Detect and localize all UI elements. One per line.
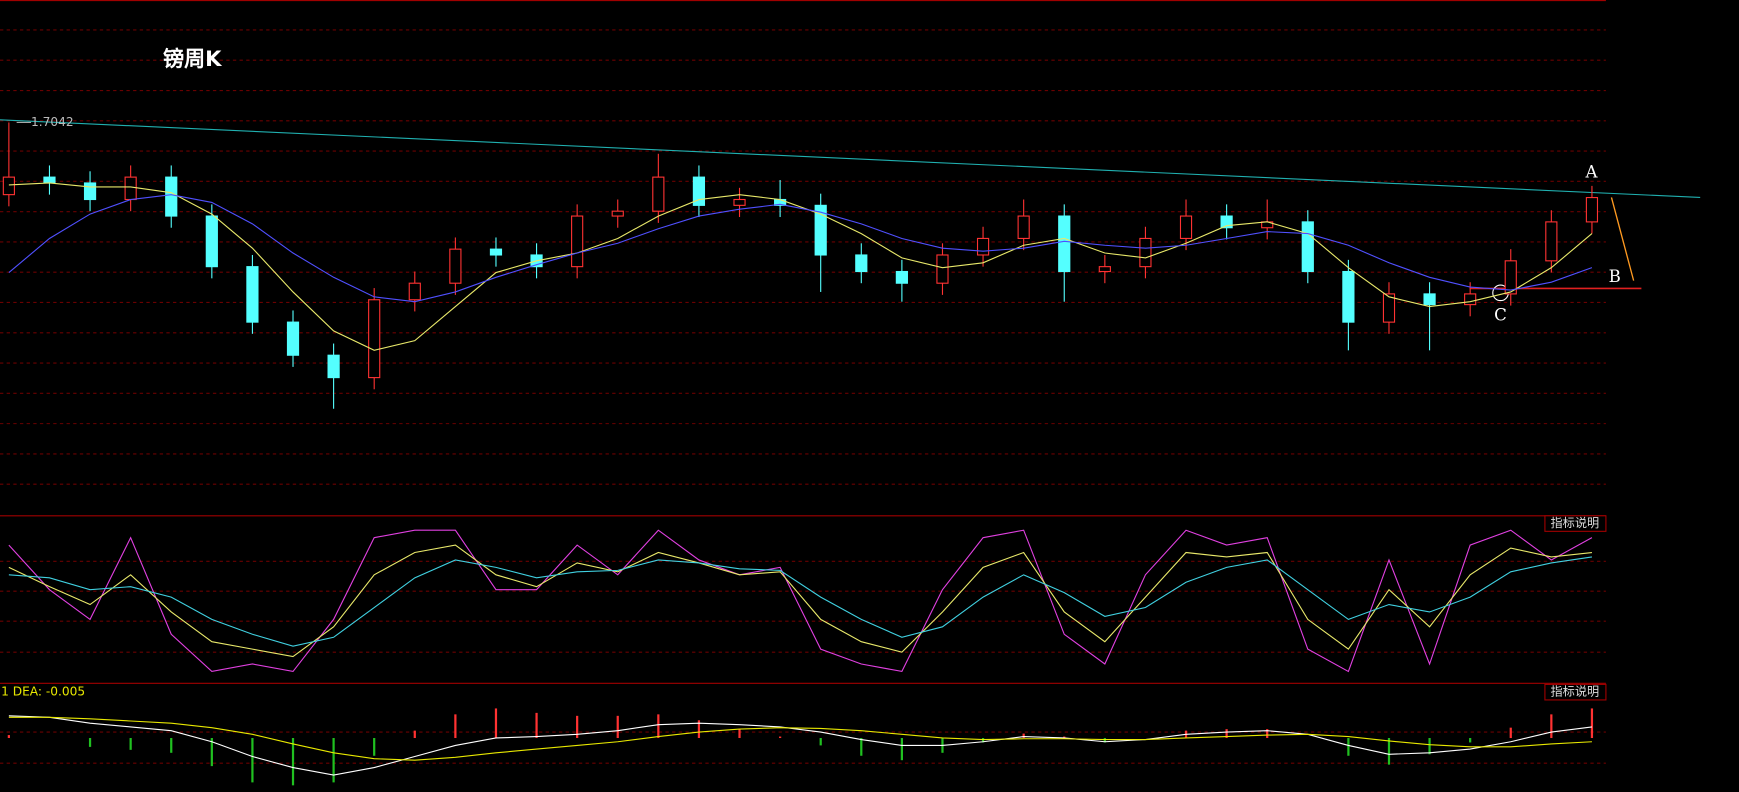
macd-bar bbox=[819, 738, 822, 746]
macd-bar bbox=[576, 715, 579, 739]
arrow-line bbox=[1610, 197, 1635, 281]
indicator-line bbox=[8, 556, 1593, 647]
trend-line bbox=[0, 119, 1701, 198]
chart-title: 镑周K bbox=[163, 46, 222, 71]
candle-body bbox=[895, 270, 908, 284]
macd-bar bbox=[7, 735, 10, 739]
candle-body bbox=[1058, 215, 1071, 273]
candle-body bbox=[1585, 197, 1599, 223]
candle-body bbox=[43, 176, 56, 184]
candle-body bbox=[1342, 270, 1355, 323]
annotation: B bbox=[1609, 267, 1621, 286]
candle-body bbox=[124, 176, 137, 201]
candle-body bbox=[1139, 237, 1152, 268]
macd-bar bbox=[129, 738, 132, 750]
macd-bar bbox=[1387, 738, 1391, 765]
macd-legend: 1 DEA: -0.005 bbox=[1, 685, 85, 699]
macd-bar bbox=[1103, 738, 1106, 743]
annotation: C bbox=[1494, 306, 1507, 325]
candle-body bbox=[1017, 215, 1030, 239]
high-label: 1.7042 bbox=[31, 115, 74, 129]
macd-bar bbox=[291, 738, 295, 786]
candle-body bbox=[976, 237, 990, 256]
macd-bar bbox=[88, 738, 92, 747]
macd-bar bbox=[332, 738, 335, 783]
indicator-button-label[interactable]: 指标说明 bbox=[1550, 515, 1599, 530]
candle-body bbox=[1098, 266, 1111, 273]
candle-body bbox=[652, 176, 665, 212]
macd-bar bbox=[413, 730, 416, 739]
macd-bar bbox=[1428, 738, 1431, 755]
macd-bar bbox=[535, 712, 538, 739]
macd-bar bbox=[1590, 708, 1594, 739]
candle-body bbox=[165, 176, 178, 217]
candle-body bbox=[611, 210, 624, 217]
candle-body bbox=[1301, 221, 1314, 273]
macd-bar bbox=[1509, 727, 1512, 739]
macd-bar bbox=[900, 738, 903, 761]
candle-body bbox=[1382, 293, 1396, 323]
candle-body bbox=[571, 215, 584, 268]
indicator-line bbox=[8, 529, 1593, 673]
macd-bar bbox=[981, 738, 985, 743]
macd-bar bbox=[1225, 729, 1228, 739]
candle-body bbox=[368, 299, 381, 379]
candle-body bbox=[83, 182, 97, 201]
indicator-line bbox=[8, 544, 1592, 658]
candle-body bbox=[1179, 215, 1193, 239]
candle-body bbox=[449, 248, 462, 284]
candle-body bbox=[733, 198, 746, 206]
candle-body bbox=[1220, 215, 1233, 229]
candle-body bbox=[205, 215, 218, 268]
indicator-line bbox=[8, 715, 1593, 776]
candle-body bbox=[1423, 293, 1436, 306]
candle-body bbox=[489, 248, 503, 256]
indicator-button-label[interactable]: 指标说明 bbox=[1550, 684, 1599, 699]
macd-bar bbox=[1347, 738, 1350, 756]
macd-bar bbox=[738, 729, 741, 739]
candle-body bbox=[936, 254, 949, 284]
candle-body bbox=[286, 321, 300, 356]
macd-bar bbox=[657, 714, 660, 739]
macd-bar bbox=[1469, 738, 1472, 743]
macd-bar bbox=[779, 736, 782, 739]
macd-bar bbox=[210, 738, 213, 767]
indicator-button[interactable] bbox=[1544, 515, 1607, 532]
candle-body bbox=[1545, 221, 1558, 262]
macd-bar bbox=[494, 708, 498, 739]
candle-body bbox=[327, 354, 340, 379]
annotation: A bbox=[1584, 163, 1598, 182]
macd-bar bbox=[1266, 729, 1269, 739]
candle-body bbox=[408, 282, 421, 301]
macd-bar bbox=[454, 714, 457, 739]
macd-bar bbox=[251, 738, 254, 783]
macd-bar bbox=[697, 720, 701, 739]
macd-bar bbox=[1550, 714, 1553, 739]
indicator-line bbox=[8, 182, 1593, 351]
candle-body bbox=[855, 254, 868, 273]
candle-body bbox=[1464, 293, 1477, 306]
candle-body bbox=[246, 266, 259, 323]
macd-bar bbox=[170, 738, 173, 753]
indicator-line bbox=[8, 716, 1592, 761]
indicator-button[interactable] bbox=[1544, 683, 1607, 701]
candle-body bbox=[692, 176, 706, 206]
macd-bar bbox=[1022, 733, 1025, 739]
macd-bar bbox=[373, 738, 376, 756]
candle-body bbox=[2, 176, 15, 196]
macd-bar bbox=[616, 715, 619, 739]
macd-bar bbox=[1063, 736, 1066, 739]
macd-bar bbox=[860, 738, 863, 756]
candle-body bbox=[1504, 260, 1517, 295]
indicator-line bbox=[8, 194, 1593, 303]
candle-body bbox=[814, 204, 827, 256]
